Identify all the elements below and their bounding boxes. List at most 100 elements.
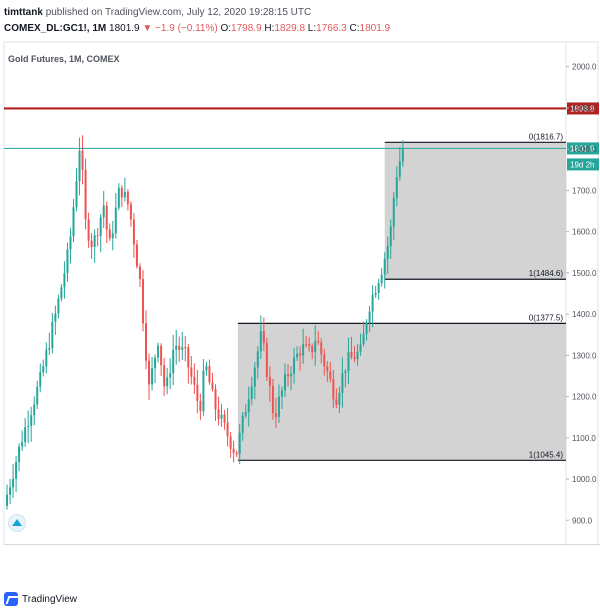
publish-header: timttank published on TradingView.com, J… [4, 6, 311, 20]
candle-body [256, 351, 259, 368]
candle-body [395, 177, 398, 198]
fib-label-bottom-0: 1(1484.6) [529, 269, 564, 278]
candle-body [75, 181, 78, 208]
resistance-price-tag[interactable] [567, 102, 599, 115]
candle-body [268, 376, 271, 387]
candle-body [377, 283, 380, 294]
candle-body [259, 331, 262, 352]
candle-body [196, 384, 199, 401]
fib-label-bottom-1: 1(1045.4) [529, 450, 564, 459]
y-tick-label: 1800.0 [572, 145, 597, 154]
candle-body [347, 352, 350, 372]
candle-body [356, 351, 359, 360]
candle-body [274, 413, 277, 417]
candle-body [126, 191, 129, 205]
candle-body [302, 344, 305, 356]
candle-body [63, 273, 66, 288]
candle-body [320, 342, 323, 355]
candle-body [157, 345, 160, 358]
candle-body [314, 341, 317, 353]
candle-body [163, 365, 166, 387]
candle-body [151, 368, 154, 385]
candle-body [247, 399, 250, 413]
candle-body [296, 353, 299, 358]
y-tick-label: 1600.0 [572, 228, 597, 237]
price-chart[interactable]: 0(1816.7) 1(1484.6) 0(1377.5) 1(1045.4) 1898… [0, 40, 600, 545]
candle-body [398, 161, 401, 178]
footer: TradingView [4, 592, 77, 606]
candle-body [132, 219, 135, 245]
candle-body [244, 412, 247, 416]
candle-body [175, 345, 178, 350]
candle-body [299, 353, 302, 356]
author-name[interactable]: timttank [4, 7, 43, 18]
candle-body [187, 347, 190, 368]
high-label: H: [264, 23, 275, 34]
candle-body [238, 432, 241, 455]
candle-body [117, 187, 120, 208]
candle-body [365, 322, 368, 334]
candle-body [27, 425, 30, 428]
price-axis[interactable] [565, 41, 599, 545]
last-price: 1801.9 [109, 23, 140, 34]
candle-body [199, 400, 202, 412]
candle-body [78, 150, 81, 182]
close-value: 1801.9 [359, 23, 391, 34]
candle-body [223, 414, 226, 423]
candle-body [114, 207, 117, 234]
plot-area [3, 41, 567, 545]
publish-info: published on TradingView.com, July 12, 2… [45, 7, 312, 18]
candle-body [178, 345, 181, 350]
candle-body [123, 191, 126, 198]
candle-body [202, 370, 205, 412]
tradingview-logo-icon[interactable] [4, 592, 18, 606]
candle-body [208, 366, 211, 383]
tradingview-badge-icon[interactable] [8, 514, 26, 532]
candle-body [93, 235, 96, 248]
candle-body [129, 204, 132, 220]
candle-body [311, 346, 314, 353]
fib-box-1[interactable] [237, 323, 567, 461]
current-price-price-tag[interactable] [567, 142, 599, 155]
candle-body [280, 390, 283, 397]
y-tick-label: 1900.0 [572, 104, 597, 113]
y-tick-label: 900.0 [572, 516, 593, 525]
candle-body [253, 367, 256, 387]
candle-body [69, 236, 72, 250]
candle-body [193, 376, 196, 385]
candle-body [15, 461, 18, 479]
candle-body [329, 371, 332, 380]
fib-box-0[interactable] [384, 142, 566, 280]
candle-body [45, 349, 48, 367]
close-label: C: [349, 23, 360, 34]
y-tick-label: 1700.0 [572, 186, 597, 195]
footer-brand[interactable]: TradingView [22, 593, 78, 605]
candle-body [160, 345, 163, 366]
candle-body [317, 341, 320, 343]
candle-body [389, 226, 392, 247]
candle-body [362, 333, 365, 345]
candle-body [87, 219, 90, 241]
y-tick-label: 1100.0 [572, 434, 596, 443]
candle-body [30, 415, 33, 426]
chart-title: Gold Futures, 1M, COMEX [8, 54, 120, 64]
candle-body [102, 205, 105, 218]
candle-body [332, 379, 335, 400]
candle-body [36, 386, 39, 405]
resistance-price-label: 1898.8 [570, 104, 595, 113]
candle-body [241, 415, 244, 433]
candle-body [166, 377, 169, 387]
current-price-price-label: 1801.9 [570, 144, 595, 153]
y-tick-label: 1000.0 [572, 475, 597, 484]
candle-body [148, 360, 151, 385]
candle-body [205, 366, 208, 371]
candle-body [99, 217, 102, 236]
candle-body [9, 487, 12, 495]
candle-body [21, 442, 24, 447]
candle-body [24, 427, 27, 443]
symbol-name[interactable]: COMEX_DL:GC1!, 1M [4, 23, 107, 34]
candle-body [229, 436, 232, 449]
candle-body [111, 233, 114, 239]
low-value: 1766.3 [316, 23, 347, 34]
candle-body [371, 294, 374, 312]
